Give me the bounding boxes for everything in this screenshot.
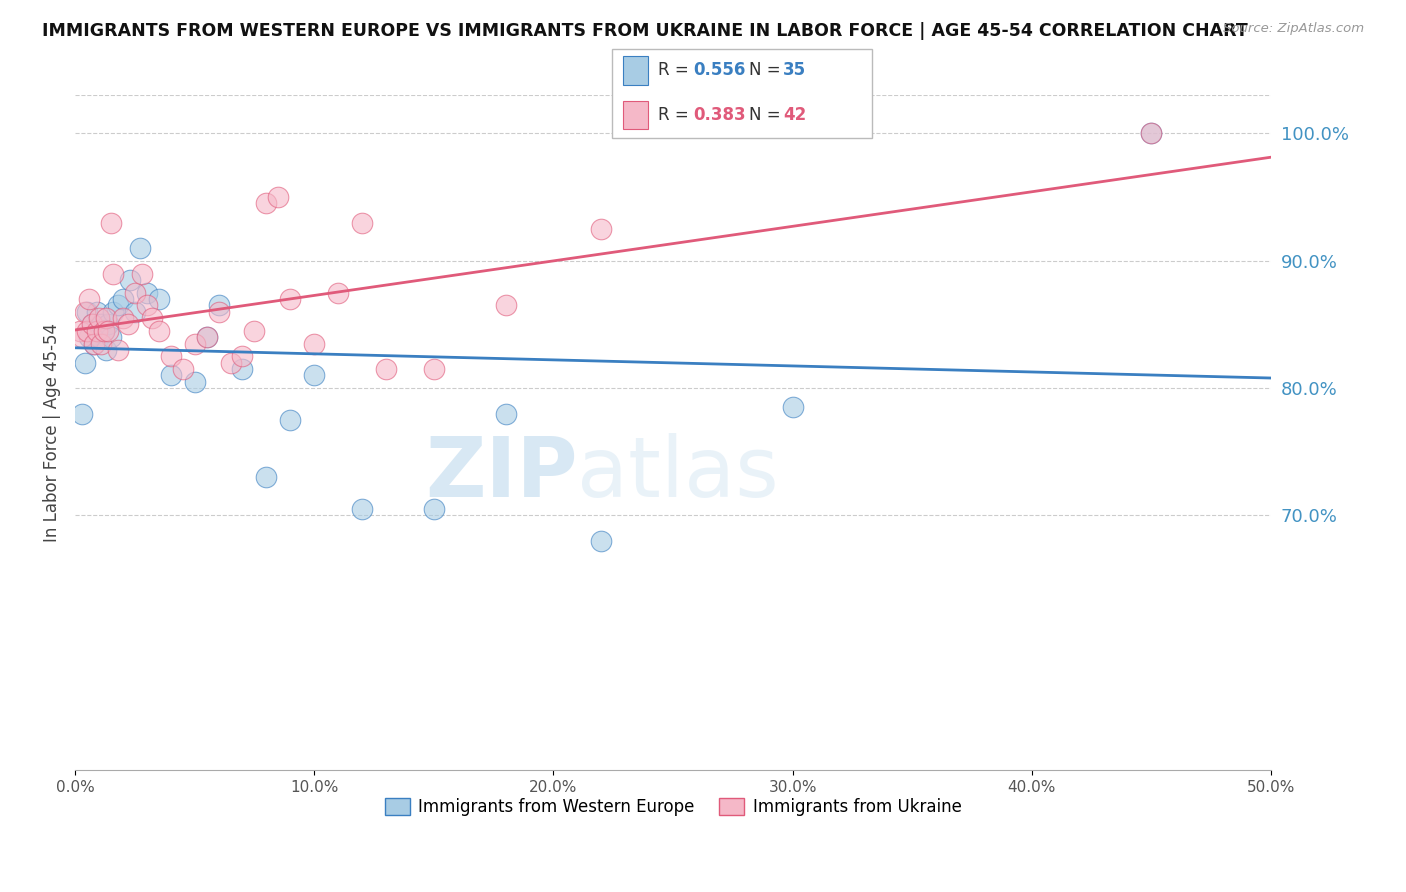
Point	[90, 336, 112, 351]
Point	[159, 368, 181, 383]
Point	[135, 298, 157, 312]
Point	[124, 285, 146, 300]
Y-axis label: In Labor Force | Age 45-54: In Labor Force | Age 45-54	[44, 323, 60, 542]
Text: R =: R =	[658, 106, 695, 124]
Point	[73, 304, 96, 318]
Text: IMMIGRANTS FROM WESTERN EUROPE VS IMMIGRANTS FROM UKRAINE IN LABOR FORCE | AGE 4: IMMIGRANTS FROM WESTERN EUROPE VS IMMIGR…	[42, 22, 1249, 40]
Point	[79, 330, 101, 344]
Point	[83, 336, 105, 351]
Point	[100, 330, 122, 344]
Point	[131, 267, 153, 281]
Point	[86, 304, 108, 318]
Point	[90, 318, 112, 332]
Point	[302, 368, 325, 383]
Point	[103, 267, 125, 281]
Point	[148, 324, 170, 338]
Point	[423, 502, 446, 516]
Point	[76, 304, 98, 318]
Text: N =: N =	[749, 62, 786, 79]
Point	[87, 330, 110, 344]
Point	[70, 330, 93, 344]
Point	[172, 362, 194, 376]
Point	[254, 470, 277, 484]
Point	[93, 324, 115, 338]
Point	[93, 324, 115, 338]
Point	[231, 362, 253, 376]
Point	[128, 241, 150, 255]
Point	[107, 343, 129, 357]
Point	[352, 502, 374, 516]
Point	[80, 318, 103, 332]
Point	[107, 298, 129, 312]
Point	[87, 311, 110, 326]
Point	[141, 311, 163, 326]
Point	[219, 356, 242, 370]
Text: ZIP: ZIP	[425, 433, 578, 514]
Point	[352, 216, 374, 230]
Point	[135, 285, 157, 300]
Point	[782, 400, 804, 414]
Point	[207, 298, 229, 312]
Text: 42: 42	[783, 106, 807, 124]
Text: 35: 35	[783, 62, 806, 79]
Point	[423, 362, 446, 376]
Legend: Immigrants from Western Europe, Immigrants from Ukraine: Immigrants from Western Europe, Immigran…	[378, 791, 969, 822]
Point	[79, 292, 101, 306]
Point	[100, 216, 122, 230]
Point	[1140, 127, 1163, 141]
Point	[267, 190, 290, 204]
Point	[111, 311, 134, 326]
Point	[70, 407, 93, 421]
Point	[159, 349, 181, 363]
Point	[111, 292, 134, 306]
Point	[495, 407, 517, 421]
Point	[243, 324, 266, 338]
Point	[195, 330, 218, 344]
Text: N =: N =	[749, 106, 786, 124]
Point	[69, 324, 91, 338]
Point	[591, 533, 613, 548]
Point	[495, 298, 517, 312]
Point	[591, 222, 613, 236]
Text: Source: ZipAtlas.com: Source: ZipAtlas.com	[1223, 22, 1364, 36]
Point	[328, 285, 350, 300]
Point	[278, 413, 301, 427]
Point	[97, 324, 120, 338]
Point	[103, 304, 125, 318]
Point	[195, 330, 218, 344]
Point	[86, 324, 108, 338]
Point	[118, 273, 141, 287]
Point	[73, 356, 96, 370]
Point	[97, 318, 120, 332]
Point	[375, 362, 398, 376]
Point	[302, 336, 325, 351]
Text: 0.556: 0.556	[693, 62, 745, 79]
Text: 0.383: 0.383	[693, 106, 745, 124]
Point	[183, 336, 205, 351]
Point	[80, 318, 103, 332]
Point	[117, 318, 139, 332]
Point	[231, 349, 253, 363]
Point	[183, 375, 205, 389]
Point	[83, 336, 105, 351]
Text: R =: R =	[658, 62, 695, 79]
Text: atlas: atlas	[578, 433, 779, 514]
Point	[148, 292, 170, 306]
Point	[278, 292, 301, 306]
Point	[254, 196, 277, 211]
Point	[1140, 127, 1163, 141]
Point	[94, 343, 117, 357]
Point	[76, 324, 98, 338]
Point	[94, 311, 117, 326]
Point	[124, 304, 146, 318]
Point	[207, 304, 229, 318]
